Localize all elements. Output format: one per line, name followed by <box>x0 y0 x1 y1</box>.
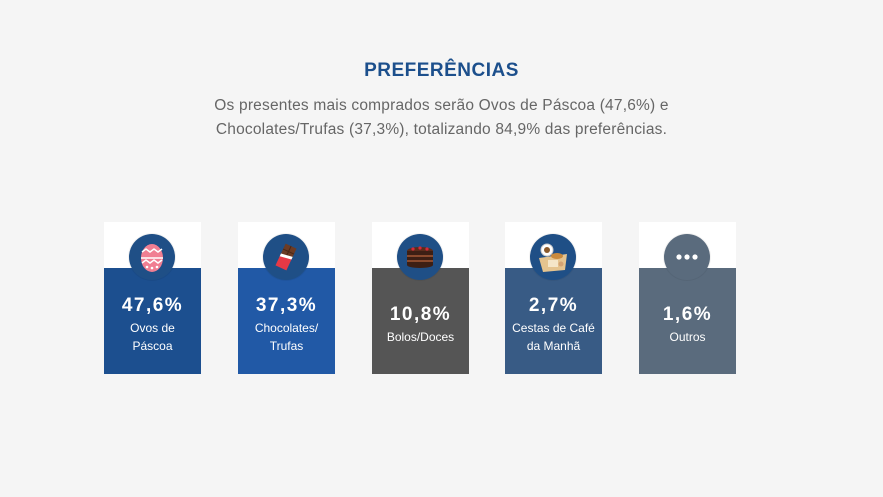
card-cestas-cafe: 2,7% Cestas de Café da Manhã <box>505 222 602 374</box>
page-subtitle: Os presentes mais comprados serão Ovos d… <box>0 94 883 142</box>
card-bolos-doces: 10,8% Bolos/Doces <box>372 222 469 374</box>
cake-icon <box>407 246 433 268</box>
badge <box>664 234 710 280</box>
chocolate-bar-icon <box>275 243 297 271</box>
card-body: 47,6% Ovos de Páscoa <box>104 268 201 374</box>
card-outros: 1,6% Outros <box>639 222 736 374</box>
badge <box>263 234 309 280</box>
card-label: Bolos/Doces <box>386 330 455 344</box>
card-percentage: 10,8% <box>389 304 452 325</box>
badge <box>397 234 443 280</box>
card-ovos-de-pascoa: 47,6% Ovos de Páscoa <box>104 222 201 374</box>
easter-egg-icon <box>141 244 163 272</box>
badge <box>129 234 175 280</box>
badge <box>530 234 576 280</box>
card-label: Outros <box>669 330 706 344</box>
card-body: 37,3% Chocolates/ Trufas <box>238 268 335 374</box>
breakfast-basket-icon <box>539 243 567 272</box>
card-body: 1,6% Outros <box>639 268 736 374</box>
card-percentage: 1,6% <box>662 304 713 325</box>
card-body: 10,8% Bolos/Doces <box>372 268 469 374</box>
card-chocolates-trufas: 37,3% Chocolates/ Trufas <box>238 222 335 374</box>
subtitle-line-1: Os presentes mais comprados serão Ovos d… <box>214 97 669 114</box>
card-label: Ovos de Páscoa <box>130 321 175 353</box>
card-body: 2,7% Cestas de Café da Manhã <box>505 268 602 374</box>
card-label: Chocolates/ Trufas <box>254 321 319 353</box>
subtitle-line-2: Chocolates/Trufas (37,3%), totalizando 8… <box>215 121 668 138</box>
more-dots-icon <box>676 254 698 260</box>
card-percentage: 37,3% <box>255 295 318 316</box>
card-label: Cestas de Café da Manhã <box>512 321 595 353</box>
card-percentage: 47,6% <box>121 295 184 316</box>
card-percentage: 2,7% <box>528 295 579 316</box>
page-title: PREFERÊNCIAS <box>364 60 519 81</box>
